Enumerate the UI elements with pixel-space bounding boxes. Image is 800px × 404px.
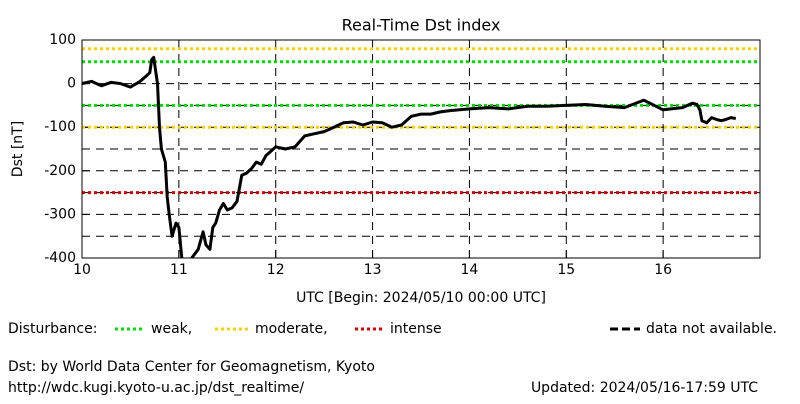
legend-missing-label: data not available. — [646, 321, 777, 337]
legend-label: moderate, — [255, 321, 328, 337]
x-tick-label: 12 — [267, 262, 285, 278]
y-tick-label: -300 — [44, 206, 76, 222]
y-axis-label: Dst [nT] — [10, 121, 26, 177]
updated: Updated: 2024/05/16-17:59 UTC — [531, 380, 758, 396]
chart-title: Real-Time Dst index — [342, 16, 501, 35]
x-tick-label: 11 — [170, 262, 188, 278]
url: http://wdc.kugi.kyoto-u.ac.jp/dst_realti… — [8, 380, 304, 396]
credit: Dst: by World Data Center for Geomagneti… — [8, 359, 375, 375]
x-tick-label: 14 — [461, 262, 479, 278]
y-tick-label: -200 — [44, 163, 76, 179]
data-line — [82, 55, 737, 258]
x-tick-label: 10 — [73, 262, 91, 278]
y-tick-label: 100 — [49, 32, 76, 48]
legend-title: Disturbance: — [8, 321, 97, 337]
legend-label: intense — [390, 321, 442, 337]
x-axis-label: UTC [Begin: 2024/05/10 00:00 UTC] — [296, 290, 546, 306]
x-tick-label: 13 — [364, 262, 382, 278]
plot-frame — [81, 39, 761, 259]
x-tick-label: 16 — [654, 262, 672, 278]
legend-label: weak, — [151, 321, 192, 337]
y-tick-label: -100 — [44, 119, 76, 135]
y-tick-label: 0 — [67, 76, 76, 92]
x-tick-label: 15 — [557, 262, 575, 278]
y-tick-label: -400 — [44, 250, 76, 266]
